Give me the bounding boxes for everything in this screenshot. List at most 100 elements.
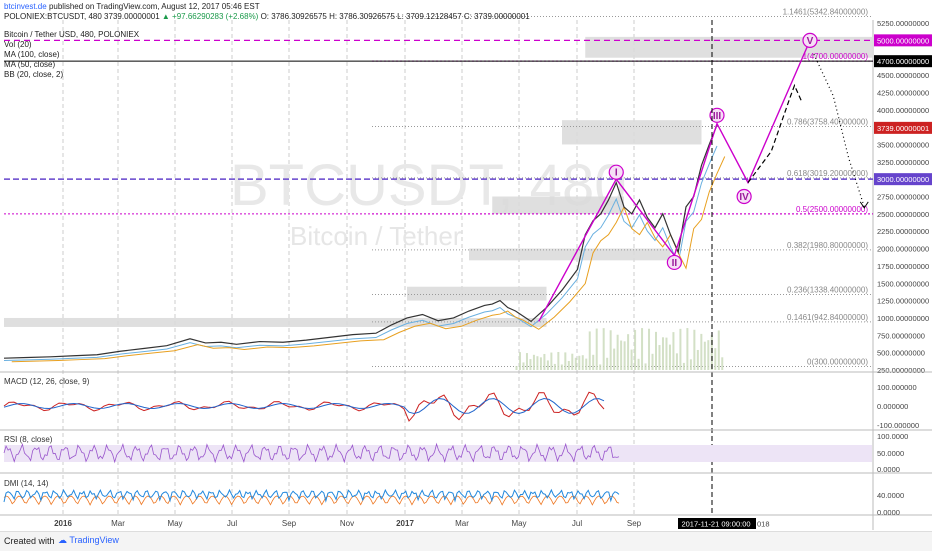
projection-dashed <box>747 83 803 183</box>
volume-bar <box>700 333 703 370</box>
volume-bar <box>717 330 720 370</box>
fib-label: 0.236(1338.40000000) <box>787 285 868 294</box>
volume-bar <box>518 352 521 370</box>
time-tick-label: Sep <box>282 519 297 528</box>
price-tick-label: 3250.00000000 <box>877 158 929 167</box>
price-tick-label: 1750.00000000 <box>877 262 929 271</box>
volume-bar <box>525 353 528 370</box>
volume-bar <box>616 334 619 370</box>
indicator-bb[interactable]: BB (20, close, 2) <box>4 70 64 79</box>
volume-bar <box>627 334 630 370</box>
dmi-plus-line <box>3 488 620 503</box>
wave-circle <box>666 254 682 271</box>
fib-label: 0.5(2500.00000000) <box>796 205 868 214</box>
volume-bar <box>599 364 602 370</box>
price-axis-bg <box>873 20 932 530</box>
indicator-ma100[interactable]: MA (100, close) <box>4 50 60 59</box>
time-cursor-bg <box>678 518 756 529</box>
time-tick-label: Mar <box>455 519 469 528</box>
volume-bar <box>658 345 661 370</box>
wave-path <box>538 40 811 322</box>
price-tick-label: 4500.00000000 <box>877 71 929 80</box>
price-tick-label: 4250.00000000 <box>877 88 929 97</box>
volume-bar <box>703 341 706 370</box>
volume-bar <box>581 355 584 370</box>
tradingview-logo[interactable]: ☁ TradingView <box>58 535 119 546</box>
macd-tick-label: 100.000000 <box>877 383 917 392</box>
volume-bar <box>536 356 539 370</box>
rsi-tick-label: 0.0000 <box>877 465 900 474</box>
time-tick-label: Jul <box>572 519 582 528</box>
price-label-bg <box>874 121 932 134</box>
volume-bar <box>668 344 671 370</box>
volume-bar <box>613 348 616 370</box>
price-tick-label: 1500.00000000 <box>877 279 929 288</box>
volume-bar <box>539 357 542 370</box>
created-with-text: Created with <box>4 536 55 546</box>
support-zone <box>469 248 671 261</box>
dmi-tick-label: 40.0000 <box>877 491 904 500</box>
tradingview-brand: TradingView <box>69 535 119 545</box>
volume-bar <box>564 352 567 370</box>
volume-bar <box>714 348 717 370</box>
dmi-title: DMI (14, 14) <box>4 479 49 488</box>
price-label: 3739.00000001 <box>877 124 929 133</box>
volume-bar <box>620 340 623 370</box>
volume-bar <box>529 359 532 370</box>
indicator-ma50[interactable]: MA (50, close) <box>4 60 56 69</box>
volume-bar <box>637 358 640 370</box>
fib-label: 0.618(3019.20000000) <box>787 169 868 178</box>
volume-bar <box>515 366 518 370</box>
wave-circle <box>608 164 624 180</box>
wave-label: II <box>672 258 678 269</box>
wave-label: IV <box>739 192 749 203</box>
rsi-band <box>4 445 872 462</box>
footer-bar: Created with ☁ TradingView <box>0 531 932 551</box>
volume-bar <box>623 341 626 370</box>
rsi-line <box>3 442 620 464</box>
price-tick-label: 3500.00000000 <box>877 140 929 149</box>
author-link[interactable]: btcinvest.de <box>4 2 47 11</box>
time-tick-label: May <box>167 519 182 528</box>
volume-bar <box>543 353 546 370</box>
volume-bar <box>609 330 612 370</box>
fib-label: 0.382(1980.80000000) <box>787 241 868 250</box>
price-label-bg <box>874 34 932 47</box>
volume-bar <box>686 328 689 370</box>
dmi-minus-line <box>3 495 620 506</box>
price-tick-label: 750.00000000 <box>877 331 925 340</box>
volume-bar <box>672 332 675 370</box>
volume-bar <box>665 337 668 370</box>
wave-circle <box>802 32 818 48</box>
price-label: 3000.00000000 <box>877 175 929 184</box>
volume-bar <box>571 353 574 370</box>
support-zone <box>492 196 624 214</box>
publish-line: btcinvest.de published on TradingView.co… <box>4 2 260 12</box>
volume-bar <box>592 354 595 370</box>
indicator-vol[interactable]: Vol (20) <box>4 40 32 49</box>
fib-label: 0.1461(942.84000000) <box>787 313 868 322</box>
price-tick-label: 250.00000000 <box>877 366 925 375</box>
volume-bar <box>707 340 710 370</box>
support-zone <box>407 286 547 301</box>
volume-bar <box>721 357 724 370</box>
support-zone <box>562 120 702 145</box>
volume-bar <box>689 359 692 370</box>
macd-title: MACD (12, 26, close, 9) <box>4 377 90 386</box>
volume-bar <box>651 353 654 370</box>
time-tick-label: Mar <box>111 519 125 528</box>
volume-bar <box>585 358 588 370</box>
support-zone <box>585 36 872 58</box>
volume-bar <box>578 355 581 370</box>
fib-label: 1(4700.00000000) <box>803 52 869 61</box>
volume-bar <box>634 329 637 370</box>
volume-bar <box>602 328 605 370</box>
volume-bar <box>553 363 556 370</box>
fib-label: 1.1461(5342.84000000) <box>783 8 869 17</box>
volume-bar <box>522 362 525 370</box>
volume-bar <box>550 352 553 370</box>
rsi-title: RSI (8, close) <box>4 435 53 444</box>
time-tick-label: 2017 <box>396 519 414 528</box>
price-tick-label: 5250.00000000 <box>877 19 929 28</box>
